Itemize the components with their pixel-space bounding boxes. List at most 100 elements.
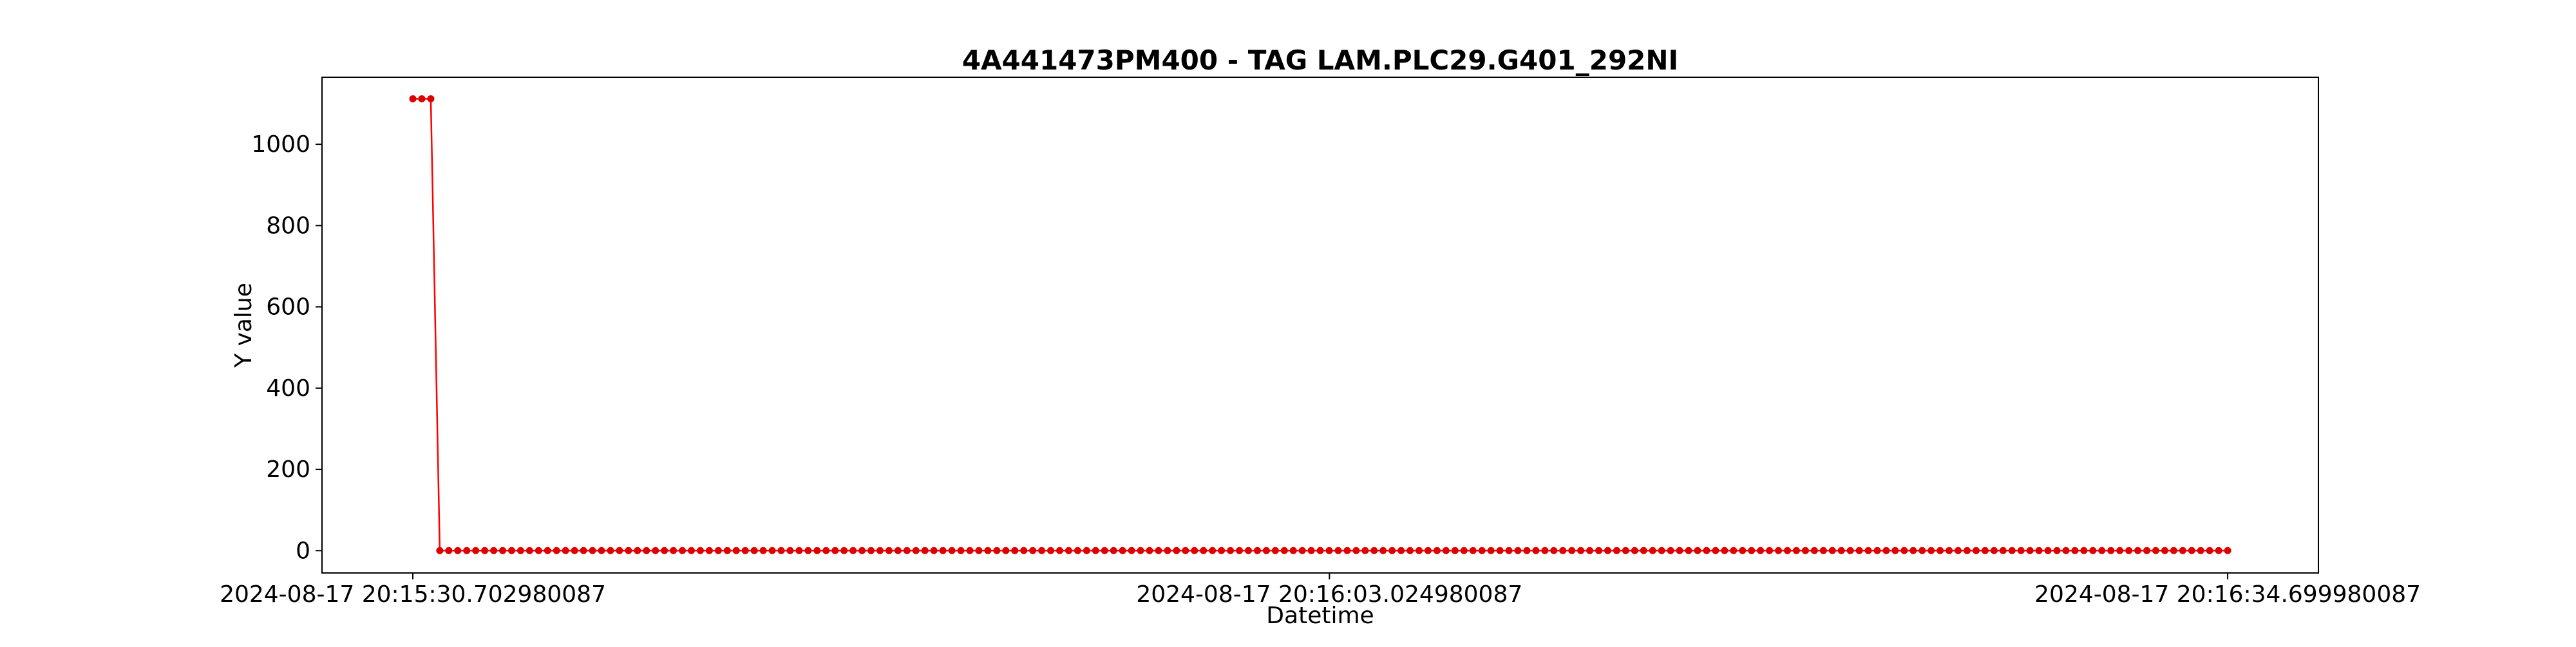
data-point <box>1577 547 1585 554</box>
data-point <box>1298 547 1306 554</box>
data-point <box>2179 547 2186 554</box>
data-point <box>1065 547 1072 554</box>
data-point <box>544 547 551 554</box>
data-point <box>1020 547 1028 554</box>
data-point <box>1416 547 1423 554</box>
data-point <box>1433 547 1441 554</box>
data-point <box>1676 547 1683 554</box>
data-point <box>1640 547 1647 554</box>
data-point <box>1523 547 1531 554</box>
data-point <box>1801 547 1809 554</box>
data-point <box>1047 547 1055 554</box>
data-point <box>975 547 983 554</box>
data-point <box>1837 547 1845 554</box>
data-point <box>1900 547 1908 554</box>
data-point <box>643 547 650 554</box>
data-point <box>2143 547 2151 554</box>
y-tick-label: 800 <box>266 212 310 239</box>
data-point <box>2125 547 2133 554</box>
data-point <box>580 547 587 554</box>
data-point <box>1316 547 1324 554</box>
data-point <box>1972 547 1980 554</box>
data-point <box>607 547 614 554</box>
data-point <box>777 547 785 554</box>
data-point <box>1227 547 1235 554</box>
data-point <box>1038 547 1046 554</box>
data-point <box>562 547 569 554</box>
data-point <box>921 547 929 554</box>
data-point <box>705 547 713 554</box>
data-point <box>1361 547 1369 554</box>
data-point <box>1855 547 1863 554</box>
data-point <box>1909 547 1917 554</box>
data-point <box>1110 547 1117 554</box>
data-point <box>2089 547 2097 554</box>
data-point <box>445 547 453 554</box>
data-point <box>1766 547 1774 554</box>
data-point <box>1649 547 1656 554</box>
data-point <box>1864 547 1872 554</box>
x-axis-label: Datetime <box>1266 603 1374 629</box>
data-point <box>418 95 426 102</box>
data-point <box>1200 547 1208 554</box>
data-point <box>930 547 938 554</box>
data-point <box>589 547 596 554</box>
data-point <box>1074 547 1081 554</box>
plot-frame <box>321 77 2319 574</box>
data-point <box>1469 547 1477 554</box>
data-point <box>1730 547 1738 554</box>
data-point <box>1792 547 1800 554</box>
data-point <box>516 547 524 554</box>
data-point <box>661 547 668 554</box>
x-tick-label: 2024-08-17 20:16:03.024980087 <box>1136 581 1522 608</box>
data-point <box>813 547 821 554</box>
data-point <box>2080 547 2088 554</box>
data-point <box>1182 547 1189 554</box>
data-point <box>885 547 893 554</box>
data-point <box>1937 547 1944 554</box>
data-point <box>1694 547 1701 554</box>
data-point <box>499 547 507 554</box>
data-point <box>1846 547 1854 554</box>
data-point <box>894 547 902 554</box>
data-point <box>1775 547 1783 554</box>
data-point <box>1137 547 1144 554</box>
data-point <box>427 95 435 102</box>
data-point <box>1388 547 1396 554</box>
data-point <box>553 547 560 554</box>
data-point <box>1155 547 1162 554</box>
data-point <box>876 547 884 554</box>
data-point <box>1352 547 1360 554</box>
data-point <box>1343 547 1351 554</box>
data-point <box>957 547 965 554</box>
data-point <box>2053 547 2061 554</box>
data-point <box>1882 547 1890 554</box>
series-line <box>413 98 2228 552</box>
data-point <box>2044 547 2052 554</box>
data-point <box>472 547 480 554</box>
data-point <box>822 547 830 554</box>
data-point <box>1999 547 2007 554</box>
data-point <box>1873 547 1881 554</box>
data-point <box>481 547 489 554</box>
data-point <box>1209 547 1217 554</box>
data-point <box>1406 547 1414 554</box>
data-point <box>2197 547 2204 554</box>
y-axis: 0 200 400 600 800 1000 <box>251 131 322 564</box>
data-point <box>670 547 677 554</box>
data-point <box>2017 547 2025 554</box>
data-point <box>1918 547 1926 554</box>
data-point <box>1550 547 1558 554</box>
data-point <box>759 547 767 554</box>
data-point <box>1011 547 1019 554</box>
data-point <box>2116 547 2124 554</box>
data-point <box>1703 547 1710 554</box>
data-point <box>1253 547 1261 554</box>
data-point <box>696 547 704 554</box>
data-point <box>1613 547 1620 554</box>
data-point <box>1307 547 1315 554</box>
data-point <box>1236 547 1244 554</box>
data-point <box>1379 547 1387 554</box>
